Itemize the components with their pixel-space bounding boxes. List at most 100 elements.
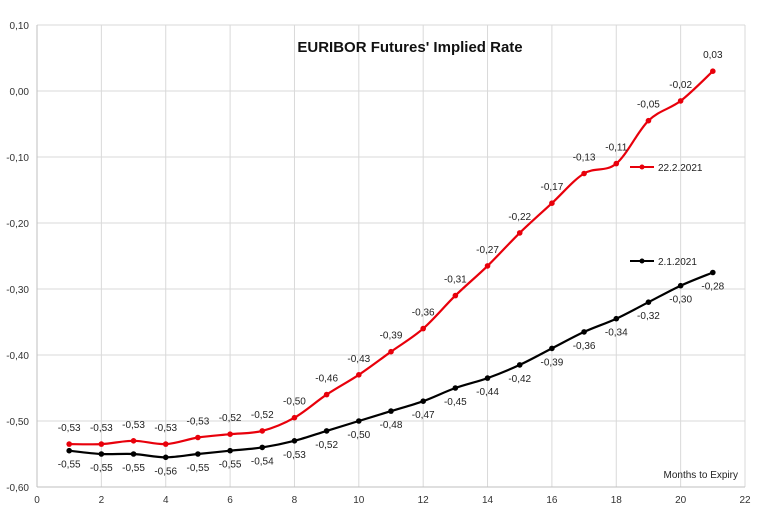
data-point-0 [677,98,684,104]
data-point-1 [259,444,266,451]
y-tick-label: 0,00 [10,87,30,98]
data-label-1: -0,48 [380,420,403,431]
data-point-0 [259,428,266,434]
data-point-0 [388,348,394,355]
data-label-0: -0,39 [380,331,403,342]
x-tick-label: 12 [418,495,430,506]
data-label-1: -0,55 [122,463,145,474]
data-point-1 [66,447,72,454]
x-tick-label: 22 [739,495,751,506]
data-label-1: -0,56 [154,466,177,477]
series-layer [66,68,716,461]
data-point-0 [581,170,587,177]
data-point-0 [420,325,426,332]
data-point-0 [452,292,459,299]
data-label-0: -0,50 [283,397,306,408]
data-label-1: -0,36 [573,341,596,352]
data-point-0 [710,68,716,74]
data-label-1: -0,39 [541,357,564,368]
x-axis-title: Months to Expiry [664,470,738,481]
y-tick-label: -0,20 [6,219,29,230]
data-point-1 [291,438,298,444]
y-axis-ticks: 0,10 0,00 -0,10 -0,20 -0,30 -0,40 -0,50 -0,60 [6,21,29,494]
data-label-0: -0,17 [541,182,564,193]
data-point-0 [195,434,201,441]
data-point-0 [66,441,72,447]
data-label-0: -0,05 [637,100,660,111]
data-point-0 [645,117,652,124]
data-point-1 [710,269,716,276]
data-label-0: 0,03 [703,50,723,61]
data-label-0: -0,22 [508,212,531,223]
legend: 22.2.2021 2.1.2021 [630,163,703,268]
data-label-0: -0,27 [476,245,499,256]
x-tick-label: 2 [99,495,105,506]
data-label-0: -0,53 [90,423,113,434]
data-label-1: -0,50 [347,430,370,441]
data-label-0: -0,43 [347,354,370,365]
data-point-0 [130,438,137,444]
data-point-0 [323,391,330,398]
legend-label: 2.1.2021 [658,257,697,268]
data-point-1 [98,451,105,457]
data-label-0: -0,52 [219,413,242,424]
data-point-1 [581,329,587,335]
y-tick-label: -0,40 [6,351,29,362]
x-tick-label: 20 [675,495,687,506]
data-label-1: -0,52 [315,440,338,451]
data-point-1 [420,398,426,405]
data-point-1 [452,385,459,391]
x-tick-label: 8 [292,495,298,506]
data-label-1: -0,34 [605,328,628,339]
data-label-0: -0,53 [122,420,145,431]
y-tick-label: -0,50 [6,417,29,428]
data-point-0 [484,263,491,269]
data-point-1 [613,315,620,322]
data-label-0: -0,11 [605,143,627,154]
x-tick-label: 14 [482,495,494,506]
data-point-1 [484,375,491,381]
x-tick-label: 0 [34,495,40,506]
data-label-1: -0,55 [187,463,210,474]
legend-swatch-marker [639,258,645,264]
data-label-1: -0,55 [219,460,242,471]
data-point-1 [677,282,684,289]
data-point-1 [195,451,201,457]
data-label-0: -0,31 [444,275,467,286]
data-label-1: -0,47 [412,410,435,421]
data-point-0 [291,414,298,421]
x-tick-label: 18 [611,495,623,506]
data-label-1: -0,55 [58,460,81,471]
data-point-0 [227,431,233,438]
data-label-1: -0,30 [669,295,692,306]
y-tick-label: 0,10 [10,21,30,32]
data-point-1 [645,299,652,306]
y-tick-label: -0,10 [6,153,29,164]
data-point-0 [613,160,620,167]
x-tick-label: 6 [227,495,233,506]
data-label-1: -0,28 [701,282,724,293]
data-point-0 [98,441,105,447]
x-tick-label: 4 [163,495,169,506]
data-point-0 [162,441,169,447]
data-point-1 [356,418,362,424]
chart-title: EURIBOR Futures' Implied Rate [297,39,522,56]
data-label-1: -0,54 [251,456,274,467]
data-point-1 [130,451,137,457]
data-label-1: -0,32 [637,311,660,322]
data-point-1 [323,428,330,434]
data-label-0: -0,53 [154,423,177,434]
legend-swatch-marker [639,164,645,170]
data-point-1 [388,408,394,414]
data-point-1 [516,362,523,368]
x-tick-label: 10 [353,495,365,506]
y-tick-label: -0,60 [6,483,29,494]
data-label-0: -0,53 [187,417,210,428]
data-label-0: -0,53 [58,423,81,434]
data-label-0: -0,36 [412,308,435,319]
data-point-1 [227,447,233,454]
data-label-0: -0,13 [573,153,596,164]
